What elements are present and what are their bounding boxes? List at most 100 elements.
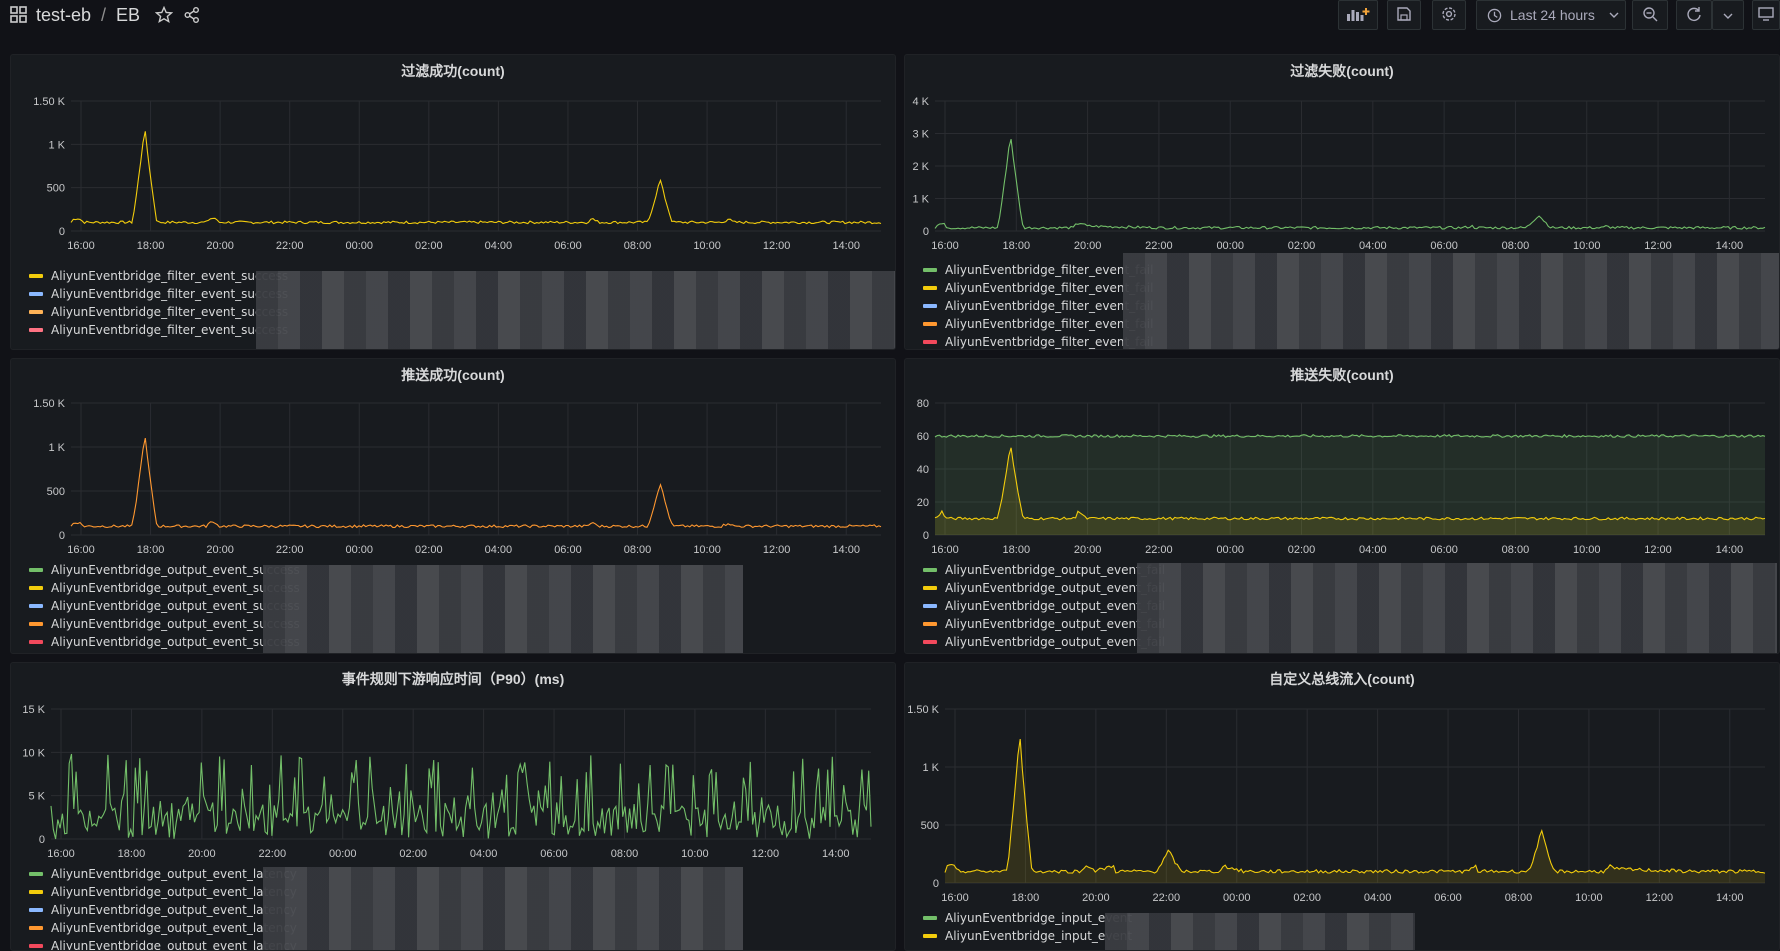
x-tick-label: 14:00 (822, 848, 850, 860)
graph-plot[interactable]: 80 60 40 20 016:00 18:00 20:00 22:00 00:00 02:00 0… (905, 359, 1780, 654)
legend-item[interactable]: AliyunEventbridge_output_event_success (29, 633, 300, 651)
y-tick-label: 1 K (912, 194, 929, 206)
legend-item[interactable]: AliyunEventbridge_output_event_fail (923, 633, 1165, 651)
x-tick-label: 04:00 (485, 544, 513, 556)
graph-plot[interactable]: 4 K 3 K 2 K 1 K 016:00 18:00 20:00 22:00 00:00 02… (905, 55, 1780, 350)
legend-item[interactable]: AliyunEventbridge_output_event_success (29, 597, 300, 615)
share-icon[interactable] (182, 5, 202, 25)
refresh-interval-button[interactable] (1712, 0, 1744, 30)
graph-plot[interactable]: 1.50 K 1 K 500 016:00 18:00 20:00 22:00 00:00 02… (905, 663, 1780, 951)
apps-icon[interactable] (10, 6, 28, 24)
x-tick-label: 14:00 (1716, 892, 1744, 904)
y-tick-label: 1.50 K (33, 96, 65, 108)
legend-color-swatch (29, 908, 43, 912)
legend-item[interactable]: AliyunEventbridge_output_event_latency (29, 901, 297, 919)
graph-panel[interactable]: 推送失败(count) 80 60 40 20 0 16:00 18:00 20:00 22:00… (904, 358, 1780, 654)
x-tick-label: 12:00 (763, 544, 791, 556)
x-tick-label: 22:00 (276, 544, 304, 556)
legend-item[interactable]: AliyunEventbridge_output_event_success (29, 561, 300, 579)
breadcrumb-dashboard[interactable]: EB (116, 4, 141, 25)
x-tick-label: 02:00 (1293, 892, 1321, 904)
panel-title[interactable]: 过滤失败(count) (1290, 63, 1394, 79)
add-panel-button[interactable] (1338, 0, 1378, 30)
graph-panel[interactable]: 过滤成功(count) 1.50 K 1 K 500 0 16:00 18:00 20:00 2… (10, 54, 896, 350)
legend-item[interactable]: AliyunEventbridge_filter_event_success (29, 321, 288, 339)
legend-item[interactable]: AliyunEventbridge_filter_event_fail (923, 297, 1153, 315)
legend-label: AliyunEventbridge_filter_event_success (51, 269, 289, 283)
series-line[interactable] (934, 139, 1766, 230)
redacted-region (256, 271, 895, 349)
legend-label: AliyunEventbridge_filter_event_fail (945, 299, 1154, 313)
legend-label: AliyunEventbridge_output_event_latency (51, 921, 297, 935)
series-line[interactable] (944, 739, 1766, 874)
panel-title[interactable]: 自定义总线流入(count) (1269, 671, 1415, 687)
graph-panel[interactable]: 推送成功(count) 1.50 K 1 K 500 0 16:00 18:00 20:00 2… (10, 358, 896, 654)
graph-panel[interactable]: 自定义总线流入(count) 1.50 K 1 K 500 0 16:00 18:00 20:… (904, 662, 1780, 951)
legend-color-swatch (923, 304, 937, 308)
save-dashboard-button[interactable] (1387, 0, 1421, 30)
legend-item[interactable]: AliyunEventbridge_filter_event_success (29, 267, 288, 285)
legend-item[interactable]: AliyunEventbridge_output_event_fail (923, 615, 1165, 633)
panel-legend: AliyunEventbridge_filter_event_success Al… (29, 267, 288, 339)
x-tick-label: 16:00 (931, 544, 959, 556)
panel-title[interactable]: 事件规则下游响应时间（P90）(ms) (341, 671, 565, 687)
x-tick-label: 18:00 (137, 544, 165, 556)
graph-panel[interactable]: 事件规则下游响应时间（P90）(ms) 15 K 10 K 5 K 0 16:00 18:0… (10, 662, 896, 951)
legend-item[interactable]: AliyunEventbridge_filter_event_fail (923, 315, 1153, 333)
tv-mode-icon (1758, 6, 1774, 24)
x-tick-label: 08:00 (1505, 892, 1533, 904)
legend-item[interactable]: AliyunEventbridge_output_event_latency (29, 865, 297, 883)
y-tick-label: 500 (47, 486, 65, 498)
dashboard-settings-button[interactable] (1432, 0, 1466, 30)
x-tick-label: 02:00 (399, 848, 427, 860)
legend-label: AliyunEventbridge_output_event_fail (945, 563, 1166, 577)
x-tick-label: 02:00 (1288, 240, 1316, 252)
series-line[interactable] (50, 753, 872, 840)
y-tick-label: 15 K (22, 704, 45, 716)
series-line[interactable] (70, 131, 882, 225)
legend-item[interactable]: AliyunEventbridge_output_event_fail (923, 579, 1165, 597)
x-tick-label: 10:00 (1573, 240, 1601, 252)
time-picker-button[interactable]: Last 24 hours (1476, 0, 1626, 30)
legend-item[interactable]: AliyunEventbridge_input_event (923, 927, 1132, 945)
legend-item[interactable]: AliyunEventbridge_filter_event_fail (923, 261, 1153, 279)
legend-item[interactable]: AliyunEventbridge_output_event_latency (29, 937, 297, 950)
panel-title[interactable]: 推送成功(count) (401, 367, 505, 383)
series-line[interactable] (934, 447, 1766, 521)
legend-label: AliyunEventbridge_filter_event_success (51, 287, 289, 301)
legend-item[interactable]: AliyunEventbridge_filter_event_fail (923, 333, 1153, 349)
y-tick-label: 500 (921, 820, 939, 832)
x-tick-label: 10:00 (693, 240, 721, 252)
series-line[interactable] (934, 433, 1766, 439)
legend-item[interactable]: AliyunEventbridge_output_event_latency (29, 883, 297, 901)
graph-plot[interactable]: 15 K 10 K 5 K 016:00 18:00 20:00 22:00 00:00 02:… (11, 663, 896, 951)
legend-item[interactable]: AliyunEventbridge_output_event_latency (29, 919, 297, 937)
legend-item[interactable]: AliyunEventbridge_input_event (923, 909, 1132, 927)
breadcrumb-folder[interactable]: test-eb (36, 4, 92, 25)
graph-plot[interactable]: 1.50 K 1 K 500 016:00 18:00 20:00 22:00 00:00 02… (11, 359, 896, 654)
legend-item[interactable]: AliyunEventbridge_filter_event_success (29, 303, 288, 321)
legend-item[interactable]: AliyunEventbridge_filter_event_fail (923, 279, 1153, 297)
legend-color-swatch (29, 604, 43, 608)
legend-label: AliyunEventbridge_input_event (945, 929, 1133, 943)
legend-item[interactable]: AliyunEventbridge_output_event_fail (923, 597, 1165, 615)
legend-item[interactable]: AliyunEventbridge_output_event_success (29, 615, 300, 633)
zoom-out-button[interactable] (1632, 0, 1668, 30)
tv-mode-button[interactable] (1752, 0, 1780, 30)
legend-label: AliyunEventbridge_output_event_fail (945, 581, 1166, 595)
legend-item[interactable]: AliyunEventbridge_output_event_success (29, 579, 300, 597)
star-icon[interactable] (154, 5, 174, 25)
legend-item[interactable]: AliyunEventbridge_output_event_fail (923, 561, 1165, 579)
legend-color-swatch (923, 340, 937, 344)
graph-plot[interactable]: 1.50 K 1 K 500 016:00 18:00 20:00 22:00 00:00 02… (11, 55, 896, 350)
refresh-button[interactable] (1676, 0, 1712, 30)
x-tick-label: 12:00 (1644, 544, 1672, 556)
graph-panel[interactable]: 过滤失败(count) 4 K 3 K 2 K 1 K 0 16:00 18:00 20:00 2… (904, 54, 1780, 350)
y-tick-label: 0 (59, 226, 65, 238)
series-line[interactable] (70, 437, 882, 529)
x-tick-label: 18:00 (1003, 544, 1031, 556)
x-tick-label: 22:00 (1153, 892, 1181, 904)
panel-title[interactable]: 推送失败(count) (1290, 367, 1394, 383)
panel-title[interactable]: 过滤成功(count) (401, 63, 505, 79)
legend-item[interactable]: AliyunEventbridge_filter_event_success (29, 285, 288, 303)
